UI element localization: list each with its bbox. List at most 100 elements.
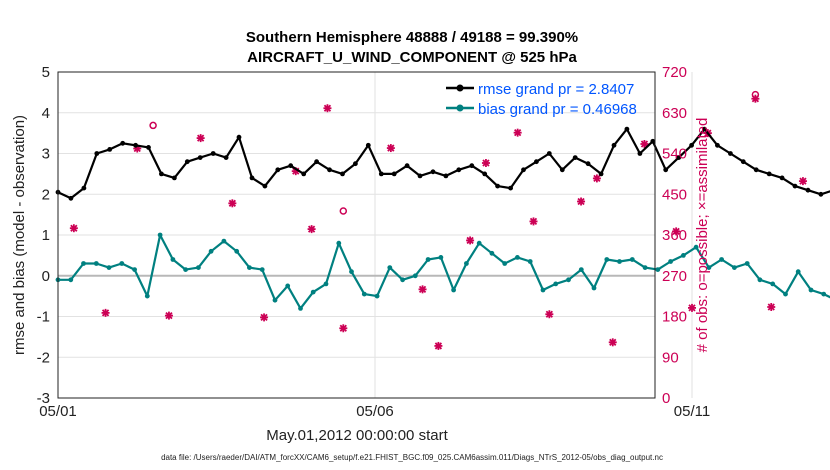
bias-point [744,261,750,266]
obs-assimilated-marker [323,104,332,113]
bias-point [323,281,329,287]
y-right-tick-label: 630 [662,105,687,122]
obs-assimilated-marker [69,224,78,233]
x-tick-label: 05/11 [674,403,710,420]
bias-point [196,265,201,270]
bias-point [693,244,699,250]
bias-point [272,297,278,303]
plot-border [57,71,656,399]
y-right-tick-label: 720 [662,64,687,81]
bias-point [578,267,584,272]
bias-point [668,259,673,264]
bias-point [540,287,546,293]
rmse-point [469,163,475,169]
x-axis-label: May.01,2012 00:00:00 start [266,427,448,444]
bias-point [387,265,393,270]
rmse-point [404,163,410,169]
bias-point [464,261,469,266]
obs-stroke [165,311,173,320]
bias-point [412,273,418,279]
y-tick-label: 1 [42,227,50,244]
y-tick-label: 0 [42,268,50,285]
obs-stroke [640,140,649,148]
obs-stroke [387,144,395,152]
y-right-tick-label: 90 [662,349,679,366]
rmse-point [146,145,151,150]
obs-stroke [514,129,522,137]
y-right-tick-label: 360 [662,227,687,244]
rmse-point [689,142,694,148]
bias-point [591,285,597,291]
bias-point [400,277,405,283]
obs-assimilated-marker [767,302,776,311]
y-axis-ticks: -3 -2 -1 0 1 2 3 4 5 [37,64,50,407]
rmse-point [508,185,513,191]
rmse-point [495,183,500,189]
bias-point [68,277,74,283]
obs-assimilated-marker [418,285,427,294]
bias-point [221,238,227,244]
obs-assimilated-marker [545,310,554,319]
obs-stroke [577,197,585,206]
bias-point [119,261,125,266]
bias-point [642,265,648,270]
rmse-point [107,147,113,152]
y-right-tick-label: 0 [662,390,670,407]
bias-point [515,255,520,260]
bias-point [719,257,724,262]
rmse-point [249,175,255,181]
obs-stroke [307,225,316,233]
bias-point [732,265,737,270]
rmse-point [559,167,565,173]
bias-point [374,293,380,299]
rmse-point [572,155,578,161]
bias-point [655,267,661,272]
bias-point [170,257,176,262]
obs-stroke [529,217,538,226]
rmse-point [546,151,552,156]
y-right-tick-label: 270 [662,268,687,285]
rmse-point [159,171,164,177]
rmse-point [120,140,126,146]
rmse-point [417,173,423,179]
rmse-point [534,159,539,165]
bias-point [808,287,814,293]
obs-assimilated-marker [481,159,490,168]
bias-point [349,269,354,275]
bias-point [438,255,444,260]
obs-assimilated-marker [672,227,681,236]
rmse-point [624,126,630,132]
bias-point [681,253,686,258]
obs-assimilated-marker [101,308,110,317]
rmse-point [133,142,139,148]
series-layer [55,126,830,311]
rmse-point [184,159,190,165]
rmse-point [611,142,617,148]
bias-point [706,265,712,270]
bias-point [425,257,431,262]
obs-assimilated-marker [196,134,205,143]
rmse-point [430,169,436,175]
obs-stroke [466,236,474,245]
obs-stroke [260,313,268,322]
obs-stroke [672,227,680,236]
bias-point [298,306,303,311]
rmse-point [262,183,268,189]
obs-assimilated-marker [798,177,807,186]
rmse-point [676,155,682,161]
obs-stroke [228,199,236,207]
rmse-point [314,159,319,165]
obs-assimilated-marker [386,144,395,153]
rmse-point [818,191,824,197]
obs-stroke [593,174,601,183]
rmse-point [236,134,242,140]
obs-stroke [323,104,332,112]
obs-stroke [482,159,490,167]
rmse-point [301,171,307,177]
y-axis-label: rmse and bias (model - observation) [11,115,28,355]
rmse-point [779,175,785,181]
bias-point [476,240,482,246]
obs-assimilated-marker [228,199,237,208]
bias-point [285,283,291,289]
